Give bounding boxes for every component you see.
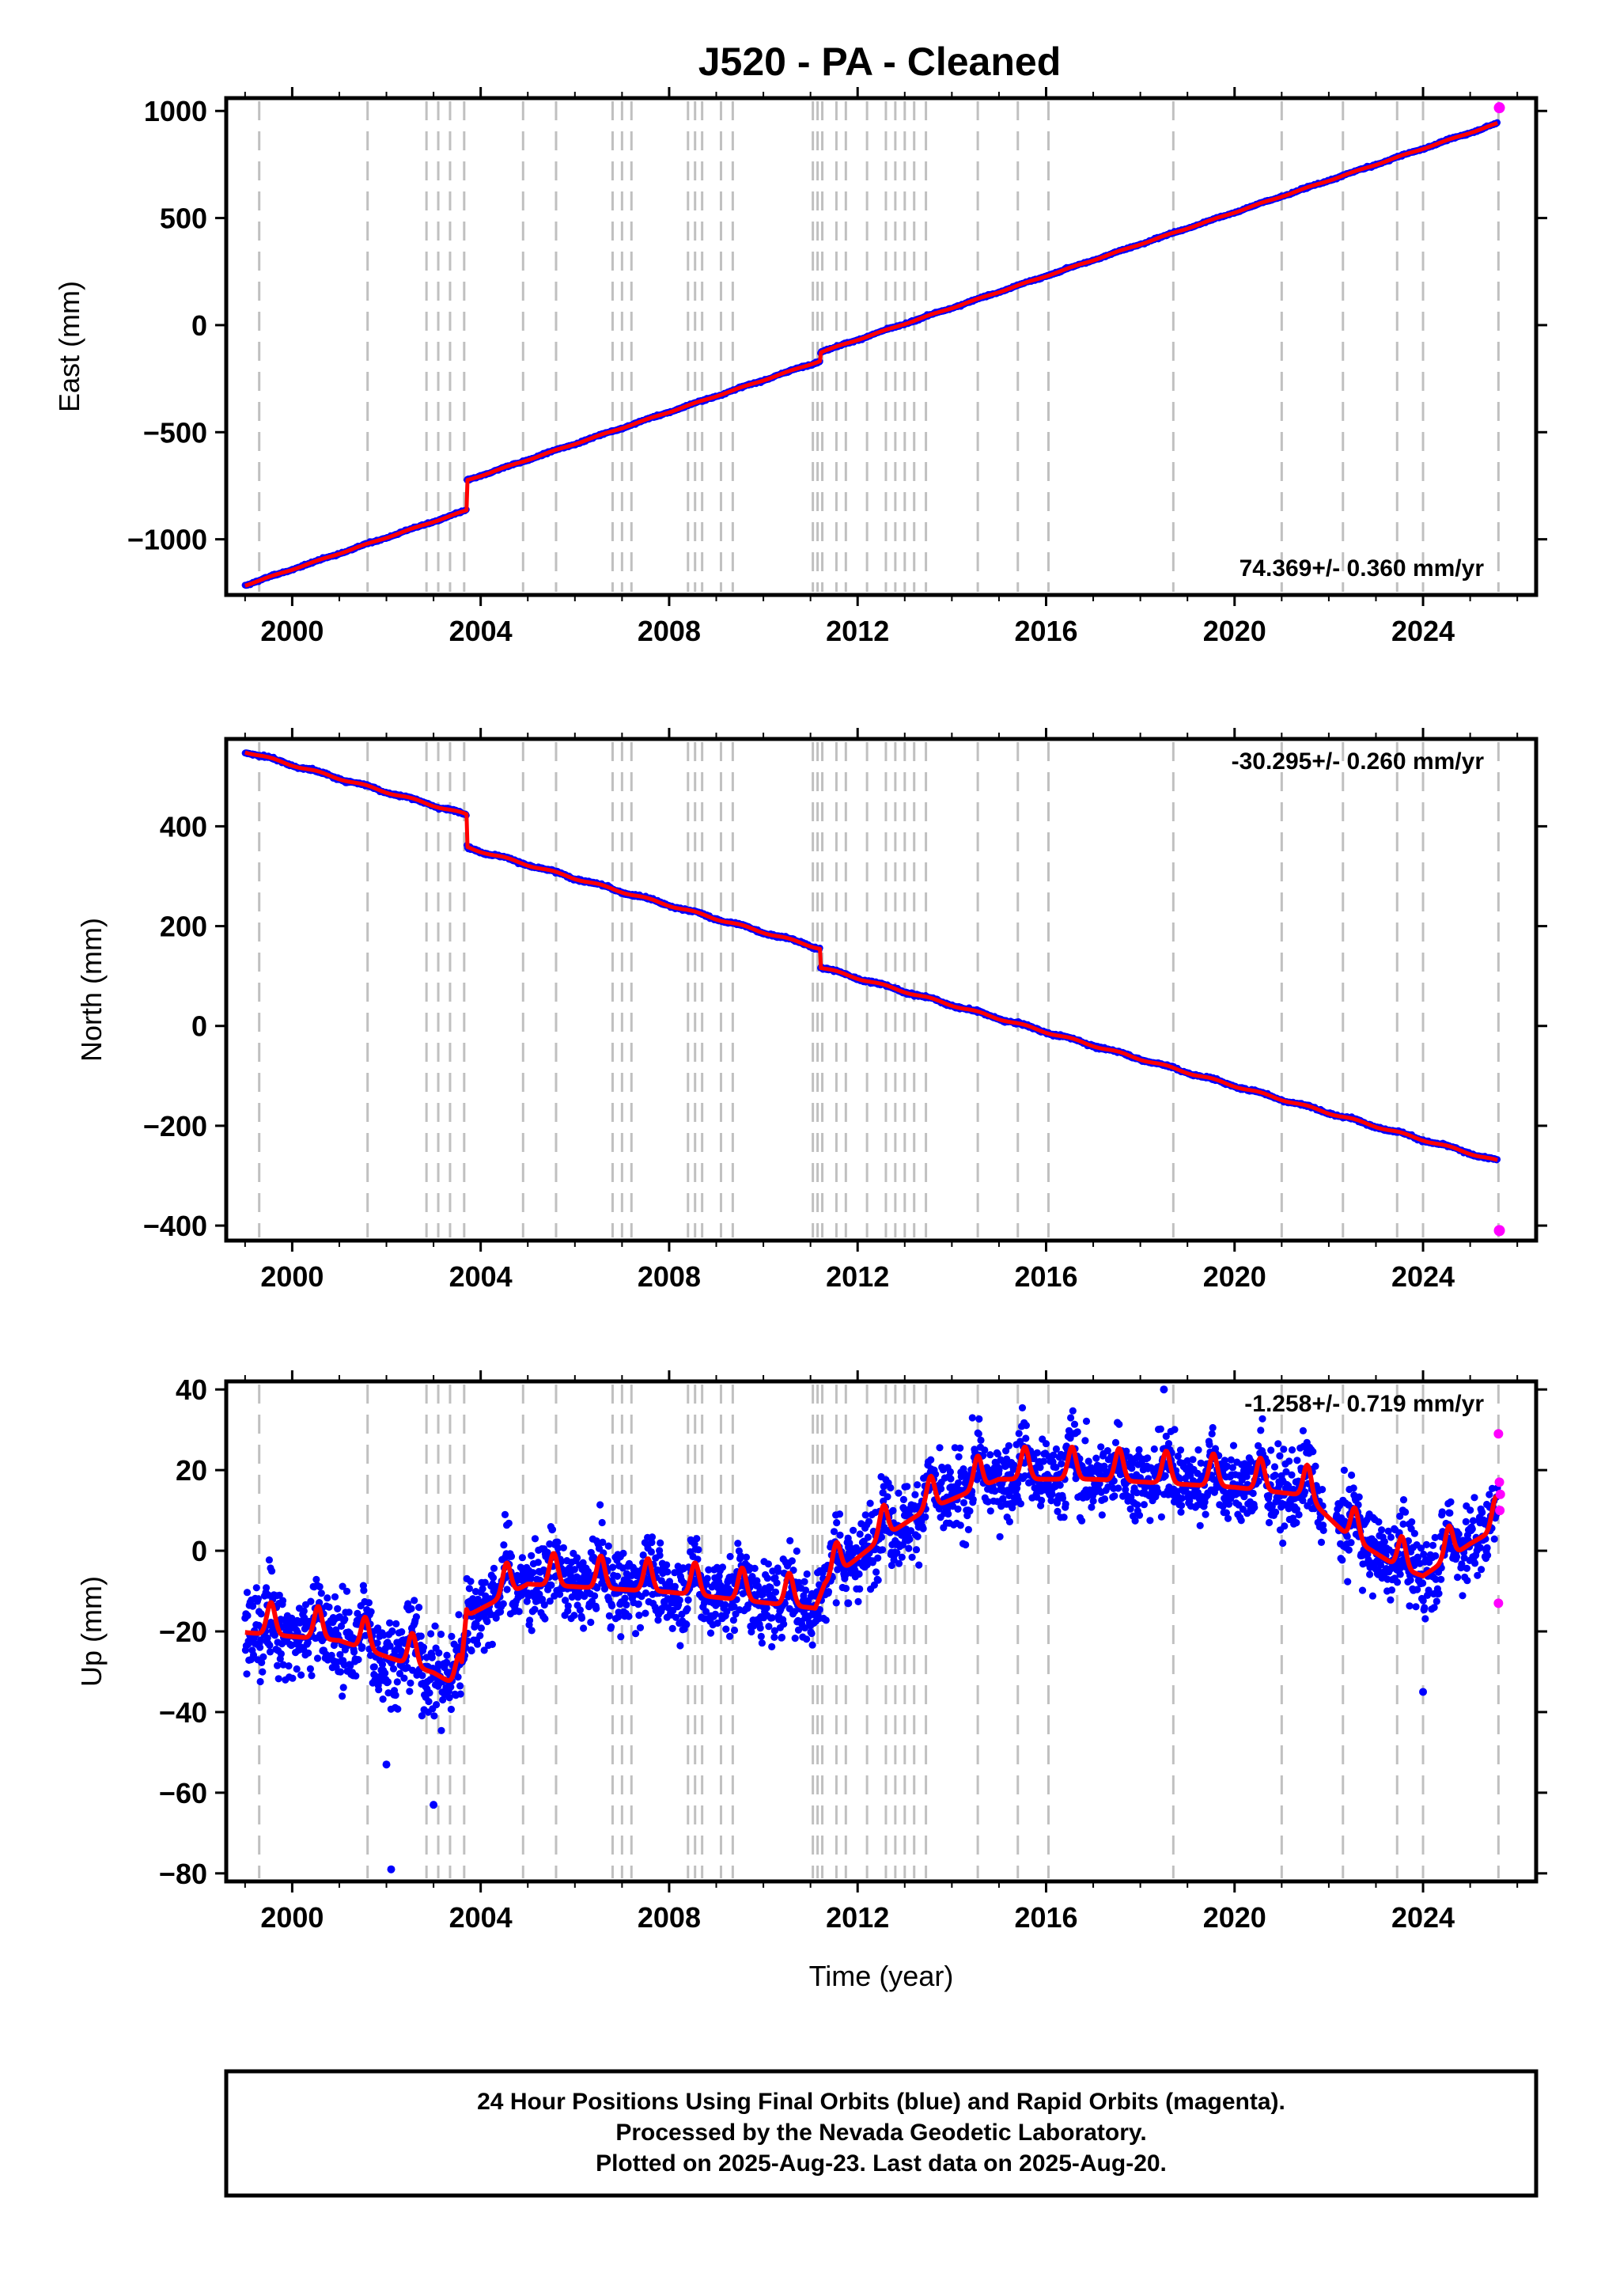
y-tick-label: −500 (143, 416, 207, 449)
rate-annotation: 74.369+/- 0.360 mm/yr (1240, 555, 1485, 582)
x-tick-label: 2004 (449, 615, 513, 647)
chart-title: J520 - PA - Cleaned (698, 40, 1062, 84)
east-panel: 2000 2004 2008 2012 2016 2020 2024 1000 500 0 −500… (53, 87, 1547, 647)
x-tick-label: 2000 (260, 615, 324, 647)
rapid-orbit-points (1493, 102, 1505, 114)
x-tick-label: 2008 (638, 615, 701, 647)
x-tick-label: 2012 (826, 615, 889, 647)
x-tick-label: 2016 (1014, 615, 1077, 647)
y-axis-label: East (mm) (53, 281, 85, 412)
y-tick-label: 0 (191, 309, 207, 342)
x-tick-label: 2024 (1391, 615, 1455, 647)
x-tick-label: 2020 (1203, 615, 1266, 647)
y-tick-label: 500 (160, 203, 207, 235)
y-tick-label: 1000 (144, 95, 207, 127)
y-tick-label: −1000 (127, 524, 207, 556)
rapid-point (1493, 102, 1505, 114)
